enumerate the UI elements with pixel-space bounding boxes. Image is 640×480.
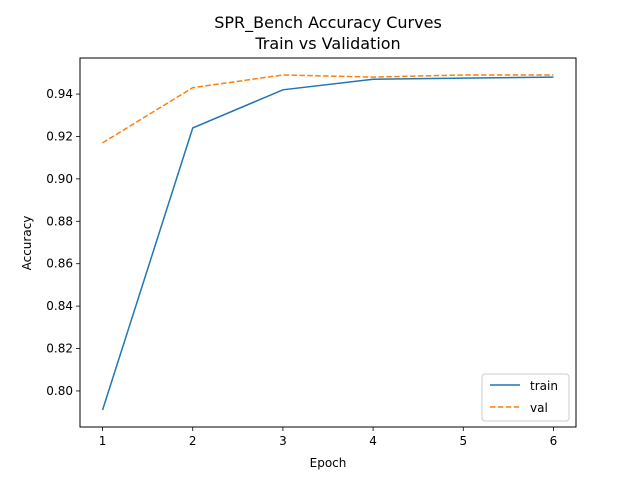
plot-area [79, 57, 577, 428]
y-axis-ticks: 0.80 0.82 0.84 0.86 0.88 0.90 0.92 0.94 [46, 87, 80, 398]
x-tick-label: 1 [99, 434, 107, 448]
y-tick-label: 0.92 [46, 129, 73, 143]
x-tick-label: 5 [459, 434, 467, 448]
legend-label-train: train [530, 379, 558, 393]
y-tick-label: 0.88 [46, 214, 73, 228]
x-tick-label: 2 [189, 434, 197, 448]
legend: train val [481, 373, 570, 422]
y-tick-label: 0.94 [46, 87, 73, 101]
legend-label-val: val [530, 401, 548, 415]
chart-title: SPR_Bench Accuracy Curves [214, 13, 442, 33]
y-tick-label: 0.80 [46, 384, 73, 398]
plot-frame [79, 57, 577, 428]
x-tick-label: 6 [550, 434, 558, 448]
x-axis-label: Epoch [310, 456, 347, 470]
y-tick-label: 0.82 [46, 342, 73, 356]
x-axis-ticks: 1 2 3 4 5 6 [99, 427, 558, 448]
y-axis-label: Accuracy [20, 216, 34, 271]
y-tick-label: 0.86 [46, 257, 73, 271]
series-lines [101, 74, 554, 411]
chart-subtitle: Train vs Validation [254, 34, 400, 53]
y-tick-label: 0.84 [46, 299, 73, 313]
x-tick-label: 4 [369, 434, 377, 448]
x-tick-label: 3 [279, 434, 287, 448]
y-tick-label: 0.90 [46, 172, 73, 186]
series-line-train [101, 76, 554, 411]
series-line-val [102, 74, 554, 144]
